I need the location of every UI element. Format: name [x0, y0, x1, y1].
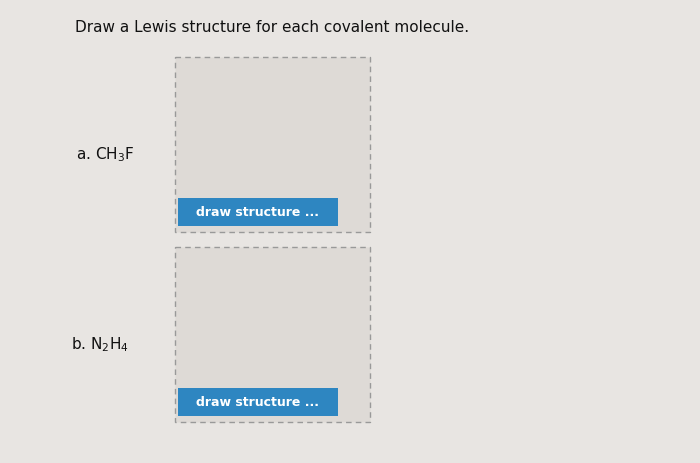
Bar	[178, 199, 338, 226]
Bar	[175, 247, 370, 422]
Text: Draw a Lewis structure for each covalent molecule.: Draw a Lewis structure for each covalent…	[75, 20, 469, 35]
Bar	[178, 388, 338, 416]
Text: draw structure ...: draw structure ...	[197, 206, 319, 219]
Text: draw structure ...: draw structure ...	[197, 396, 319, 409]
Text: b. $\mathregular{N_2H_4}$: b. $\mathregular{N_2H_4}$	[71, 335, 129, 354]
Text: a. $\mathregular{CH_3F}$: a. $\mathregular{CH_3F}$	[76, 145, 134, 164]
Bar	[175, 58, 370, 232]
